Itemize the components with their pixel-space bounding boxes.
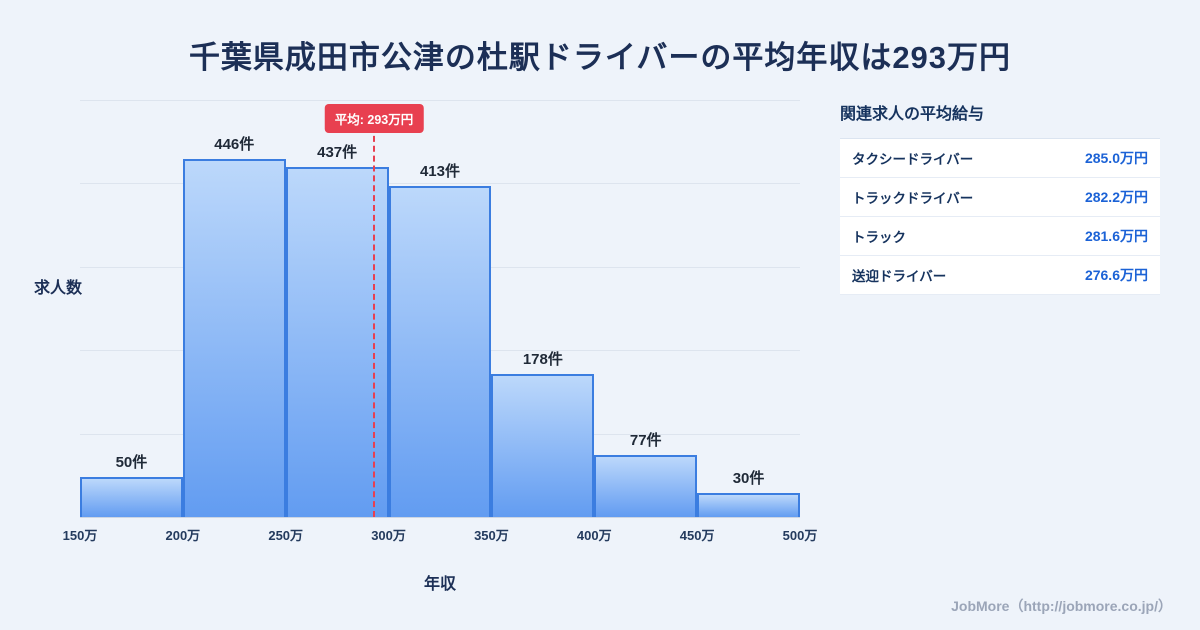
bar-count-label: 50件 — [115, 453, 148, 471]
histogram-bar — [697, 492, 800, 517]
related-jobs-heading: 関連求人の平均給与 — [840, 106, 985, 123]
histogram-bar — [182, 159, 286, 517]
histogram-bar — [594, 455, 698, 517]
related-job-row: 送迎ドライバー 276.6万円 — [840, 256, 1160, 295]
bar-count-label: 30件 — [732, 469, 765, 487]
x-axis-tick-label: 200万 — [165, 528, 201, 543]
x-axis-tick-label: 400万 — [576, 528, 612, 543]
gridline — [80, 183, 800, 185]
y-axis-label: 求人数 — [34, 280, 83, 297]
x-axis-tick-label: 350万 — [474, 528, 509, 543]
bar-count-label: 178件 — [522, 351, 563, 369]
histogram-bar — [388, 185, 492, 517]
x-axis-tick-label: 500万 — [782, 528, 818, 543]
bar-count-label: 77件 — [629, 432, 662, 450]
related-job-row: トラック 281.6万円 — [840, 217, 1160, 256]
related-job-row: トラックドライバー 282.2万円 — [840, 178, 1160, 217]
bar-count-label: 437件 — [317, 143, 358, 161]
histogram-bar — [80, 476, 183, 517]
plot-area: 50件 446件 437件 413件 178件 77件 30件 150万 200万 250万 300… — [63, 100, 817, 543]
average-salary-badge: 平均: 293万円 — [324, 104, 424, 133]
related-job-salary: 276.6万円 — [1084, 267, 1148, 283]
average-salary-line — [373, 126, 375, 517]
histogram-bar — [285, 166, 389, 517]
x-axis-tick-label: 250万 — [268, 528, 304, 543]
related-job-title: トラックドライバー — [852, 191, 974, 206]
related-job-salary: 281.6万円 — [1084, 228, 1148, 244]
x-axis-tick-label: 150万 — [62, 528, 98, 543]
related-job-row: タクシードライバー 285.0万円 — [840, 139, 1160, 178]
related-job-salary: 282.2万円 — [1084, 189, 1148, 205]
bar-count-label: 413件 — [419, 162, 460, 180]
x-axis-label: 年収 — [423, 576, 456, 593]
related-job-title: トラック — [852, 230, 906, 245]
footer-credit: JobMore（http://jobmore.co.jp/） — [951, 598, 1172, 614]
related-job-salary: 285.0万円 — [1084, 150, 1148, 166]
related-jobs-table: タクシードライバー 285.0万円トラックドライバー 282.2万円トラック 281.… — [840, 138, 1160, 295]
x-axis-tick-label: 300万 — [371, 528, 406, 543]
gridline — [80, 100, 800, 101]
x-axis-tick-label: 450万 — [679, 528, 715, 543]
x-axis-baseline — [80, 517, 800, 518]
bar-count-label: 446件 — [214, 136, 255, 154]
related-job-title: タクシードライバー — [852, 152, 974, 167]
related-job-title: 送迎ドライバー — [852, 269, 947, 284]
page-title: 千葉県成田市公津の杜駅ドライバーの平均年収は293万円 — [188, 40, 1012, 75]
histogram-bar — [491, 374, 595, 517]
